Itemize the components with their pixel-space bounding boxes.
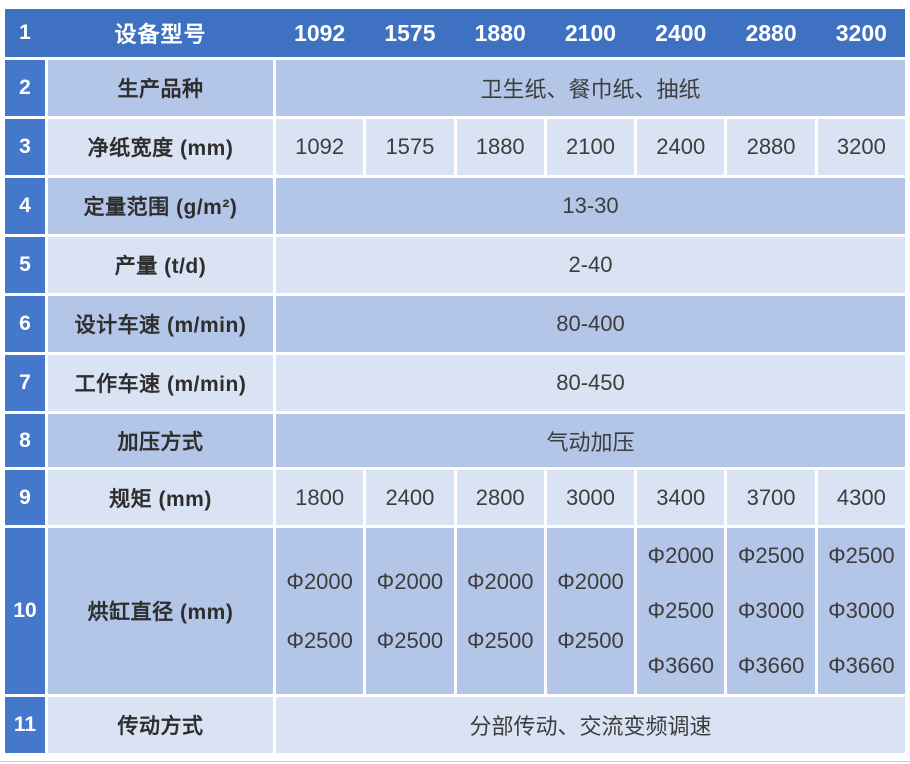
row-number: 7 (5, 355, 45, 411)
merged-value: 分部传动、交流变频调速 (276, 697, 905, 753)
merged-value: 卫生纸、餐巾纸、抽纸 (276, 60, 905, 116)
cell-value: 2800 (456, 470, 544, 525)
row-label: 传动方式 (48, 697, 273, 753)
row-number: 8 (5, 414, 45, 467)
cell-value-line: Φ2000 (647, 543, 715, 568)
cell-value-line: Φ2000 (557, 568, 624, 594)
cell-value-line: Φ2500 (647, 598, 715, 623)
cell-value: 2400 (366, 470, 454, 525)
cell-value-line: Φ2500 (737, 543, 805, 568)
row-number: 4 (5, 178, 45, 234)
row-number: 10 (5, 528, 45, 694)
cell-value: 3000 (546, 470, 635, 525)
row-label: 生产品种 (48, 60, 273, 116)
header-label: 设备型号 (114, 22, 207, 47)
cell-value-list: Φ2000 Φ2500 (276, 528, 364, 694)
cell-value: 1092 (276, 119, 364, 175)
row-label: 设计车速 (m/min) (48, 296, 273, 352)
row-label: 烘缸直径 (mm) (48, 528, 273, 694)
cell-value-line: Φ2500 (286, 627, 353, 653)
row-number: 3 (5, 119, 45, 175)
cell-value-line: Φ3000 (737, 598, 805, 623)
cell-value-line: Φ2000 (376, 568, 444, 594)
page-bottom-divider (0, 761, 910, 762)
cell-value-line: Φ2500 (376, 627, 444, 653)
cell-value: 2400 (637, 119, 725, 175)
merged-value: 80-400 (276, 296, 905, 352)
row-number: 9 (5, 470, 45, 525)
cell-value: 1800 (276, 470, 364, 525)
cell-value-list: Φ2000 Φ2500 Φ3660 (637, 528, 725, 694)
cell-value-line: Φ2000 (466, 568, 534, 594)
row-label: 产量 (t/d) (48, 237, 273, 293)
cell-value-line: Φ3660 (737, 653, 805, 678)
cell-value-line: Φ3660 (647, 653, 715, 678)
cell-value-list: Φ2000 Φ2500 (366, 528, 454, 694)
cell-value-line: Φ3660 (828, 653, 895, 678)
model-header-3200: 3200 (835, 19, 887, 46)
cell-value-list: Φ2000 Φ2500 (546, 528, 635, 694)
merged-value: 气动加压 (276, 414, 905, 467)
cell-value-list: Φ2500 Φ3000 Φ3660 (817, 528, 905, 694)
model-header-1092: 1092 (294, 19, 346, 46)
model-header-1575: 1575 (384, 19, 436, 46)
model-header-2400: 2400 (655, 19, 707, 46)
model-header-2880: 2880 (745, 19, 797, 46)
row-number: 1 (19, 21, 31, 44)
cell-value-list: Φ2000 Φ2500 (456, 528, 544, 694)
merged-value: 2-40 (276, 237, 905, 293)
cell-value: 1575 (366, 119, 454, 175)
header-row: 1 设备型号 1092 1575 1880 2100 2400 2880 320… (5, 9, 905, 57)
cell-value: 3400 (637, 470, 725, 525)
row-label: 净纸宽度 (mm) (48, 119, 273, 175)
row-label: 工作车速 (m/min) (48, 355, 273, 411)
cell-value-line: Φ3000 (828, 598, 895, 623)
cell-value: 4300 (817, 470, 905, 525)
equipment-spec-table: 1 设备型号 1092 1575 1880 2100 2400 2880 320… (2, 6, 908, 756)
row-number: 5 (5, 237, 45, 293)
merged-value: 80-450 (276, 355, 905, 411)
row-number: 2 (5, 60, 45, 116)
cell-value: 1880 (456, 119, 544, 175)
row-label: 规矩 (mm) (48, 470, 273, 525)
row-label: 定量范围 (g/m²) (48, 178, 273, 234)
model-header-2100: 2100 (564, 19, 617, 46)
cell-value-line: Φ2500 (466, 627, 534, 653)
cell-value: 2100 (546, 119, 635, 175)
cell-value: 2880 (727, 119, 815, 175)
merged-value: 13-30 (276, 178, 905, 234)
cell-value-line: Φ2500 (828, 543, 895, 568)
model-header-1880: 1880 (474, 19, 526, 46)
row-number: 6 (5, 296, 45, 352)
cell-value-line: Φ2000 (286, 568, 353, 594)
cell-value-list: Φ2500 Φ3000 Φ3660 (727, 528, 815, 694)
cell-value: 3700 (727, 470, 815, 525)
row-label: 加压方式 (48, 414, 273, 467)
row-number: 11 (5, 697, 45, 753)
cell-value-line: Φ2500 (557, 627, 624, 653)
cell-value: 3200 (817, 119, 905, 175)
